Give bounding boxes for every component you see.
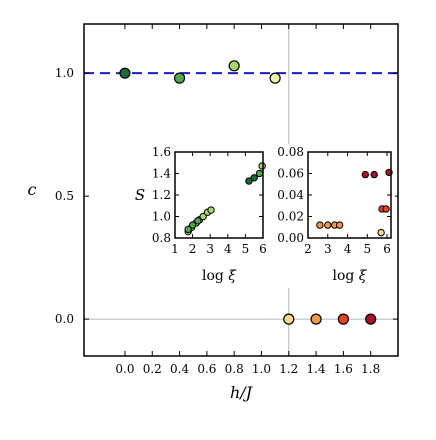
main-y-tick-label: 1.0 <box>55 66 74 80</box>
inset-entropy-x-axis-label: log ξ <box>202 268 237 284</box>
inset-entropy-data-point <box>194 217 202 225</box>
main-data-point <box>283 313 295 325</box>
inset-gap-background <box>268 144 395 288</box>
main-y-tick-label: 0.5 <box>55 189 74 203</box>
inset-gap-x-tick-label: 6 <box>383 242 391 256</box>
inset-gap-y-tick-label: 0.02 <box>277 210 304 224</box>
inset-entropy-data-point <box>245 177 253 185</box>
inset-entropy-x-tick-label: 1 <box>171 242 179 256</box>
main-x-tick-label: 0.4 <box>170 362 189 376</box>
inset-gap-x-tick-label: 3 <box>324 242 332 256</box>
main-data-point <box>365 313 377 325</box>
main-x-axis-label: h/J <box>230 383 254 402</box>
inset-gap-y-tick-label: 0.00 <box>277 231 304 245</box>
inset-gap-data-point <box>361 170 370 179</box>
inset-entropy-data-point <box>255 169 264 178</box>
main-x-tick-label: 1.2 <box>279 362 298 376</box>
inset-gap-y-tick-label: 0.06 <box>277 167 304 181</box>
main-x-tick-label: 1.8 <box>361 362 380 376</box>
inset-entropy-x-tick-label: 4 <box>224 242 232 256</box>
inset-gap-data-point <box>335 221 344 229</box>
inset-entropy-frame <box>174 151 264 239</box>
main-data-point <box>337 313 349 325</box>
main-x-tick-label: 0.8 <box>225 362 244 376</box>
main-data-point <box>269 72 281 84</box>
inset-gap-data-point <box>377 228 385 237</box>
inset-gap-x-axis-label: log ξ <box>332 268 367 284</box>
main-x-tick-label: 1.0 <box>252 362 271 376</box>
inset-gap-data-point <box>382 205 390 213</box>
inset-entropy-x-tick-label: 3 <box>206 242 214 256</box>
inset-entropy-data-point <box>199 212 207 221</box>
inset-entropy-data-point <box>188 221 197 229</box>
inset-entropy-data-point <box>258 162 266 170</box>
inset-entropy-data-point <box>207 206 215 214</box>
inset-entropy-y-tick-label: 1.6 <box>152 145 171 159</box>
inset-entropy-y-tick-label: 1.4 <box>152 167 171 181</box>
inset-gap-data-point <box>316 221 324 229</box>
inset-entropy-y-axis-label: S <box>135 186 145 204</box>
main-data-point <box>310 313 322 325</box>
inset-gap-x-tick-label: 4 <box>344 242 352 256</box>
main-x-tick-label: 0.2 <box>143 362 162 376</box>
inset-entropy-y-tick-label: 1.2 <box>152 188 171 202</box>
main-data-point <box>119 67 131 79</box>
inset-gap-y-tick-label: 0.08 <box>277 145 304 159</box>
inset-gap-y-tick-label: 0.04 <box>277 188 304 202</box>
inset-gap-data-point <box>324 221 332 229</box>
inset-gap-x-tick-label: 5 <box>363 242 371 256</box>
inset-entropy-x-tick-label: 5 <box>242 242 250 256</box>
main-x-tick-label: 0.6 <box>197 362 216 376</box>
inset-entropy-y-tick-label: 0.8 <box>152 231 171 245</box>
main-data-point <box>173 72 186 84</box>
inset-gap-data-point <box>370 170 378 179</box>
inset-entropy-y-tick-label: 1.0 <box>152 210 171 224</box>
inset-gap-x-tick-label: 2 <box>304 242 312 256</box>
main-data-point <box>228 60 240 72</box>
main-y-axis-label: c <box>28 180 37 199</box>
inset-entropy-x-tick-label: 2 <box>189 242 197 256</box>
main-y-tick-label: 0.0 <box>55 312 74 326</box>
inset-entropy-data-point <box>250 174 258 182</box>
inset-entropy-x-tick-label: 6 <box>259 242 267 256</box>
main-x-tick-label: 1.6 <box>334 362 353 376</box>
main-x-tick-label: 1.4 <box>307 362 326 376</box>
main-x-tick-label: 0.0 <box>115 362 134 376</box>
inset-gap-frame <box>307 151 392 239</box>
main-plot-frame <box>83 23 399 357</box>
inset-entropy-data-point <box>184 225 192 234</box>
